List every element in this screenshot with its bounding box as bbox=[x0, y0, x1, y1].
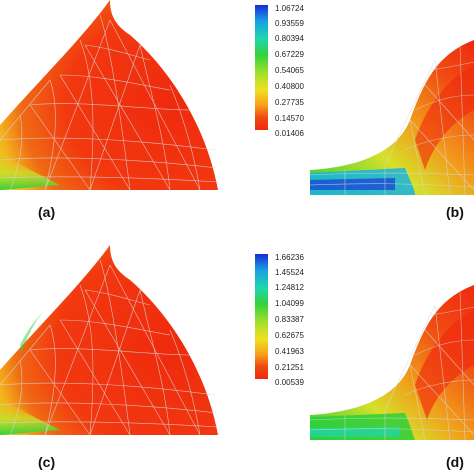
legend-label: 0.01406 bbox=[275, 129, 304, 138]
legend-label: 0.67229 bbox=[275, 50, 304, 59]
legend-label: 1.24812 bbox=[275, 283, 304, 292]
caption-b: (b) bbox=[446, 204, 464, 220]
contour-plot-c bbox=[0, 245, 219, 436]
legend-label: 0.14570 bbox=[275, 114, 304, 123]
legend-label: 0.40800 bbox=[275, 82, 304, 91]
caption-a: (a) bbox=[38, 204, 56, 220]
legend-colorbar-top bbox=[255, 5, 268, 130]
mesh-c bbox=[0, 259, 219, 436]
legend-label: 1.45524 bbox=[275, 268, 304, 277]
legend-label: 1.04099 bbox=[275, 299, 304, 308]
mesh-a bbox=[0, 14, 219, 191]
legend-label: 0.83387 bbox=[275, 315, 304, 324]
contour-plot-d bbox=[309, 285, 474, 441]
legend-label: 0.41963 bbox=[275, 347, 304, 356]
legend-label: 0.00539 bbox=[275, 378, 304, 387]
legend-label: 0.27735 bbox=[275, 98, 304, 107]
mesh-b bbox=[309, 44, 474, 196]
caption-c: (c) bbox=[38, 454, 56, 470]
legend-label: 1.06724 bbox=[275, 4, 304, 13]
legend-label: 0.21251 bbox=[275, 363, 304, 372]
contour-plot-b bbox=[309, 40, 474, 196]
mesh-d bbox=[309, 289, 474, 441]
legend-label: 0.93559 bbox=[275, 19, 304, 28]
color-legend-bottom: 1.66236 1.45524 1.24812 1.04099 0.83387 … bbox=[255, 253, 345, 387]
caption-d: (d) bbox=[446, 454, 464, 470]
color-legend-top: 1.06724 0.93559 0.80394 0.67229 0.54065 … bbox=[255, 4, 345, 138]
contour-plot-a bbox=[0, 0, 219, 191]
legend-label: 0.54065 bbox=[275, 66, 304, 75]
legend-label: 0.80394 bbox=[275, 34, 304, 43]
legend-label: 0.62675 bbox=[275, 331, 304, 340]
legend-colorbar-bottom bbox=[255, 254, 268, 379]
legend-label: 1.66236 bbox=[275, 253, 304, 262]
